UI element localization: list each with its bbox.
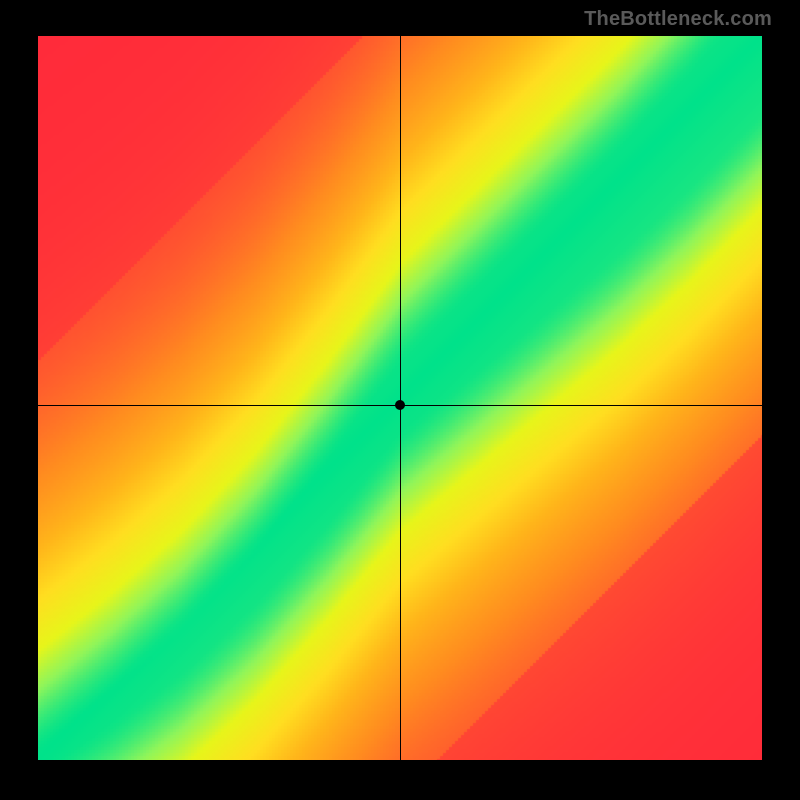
heatmap-plot [38, 36, 762, 760]
watermark-label: TheBottleneck.com [584, 8, 772, 31]
crosshair-vertical [400, 36, 401, 760]
